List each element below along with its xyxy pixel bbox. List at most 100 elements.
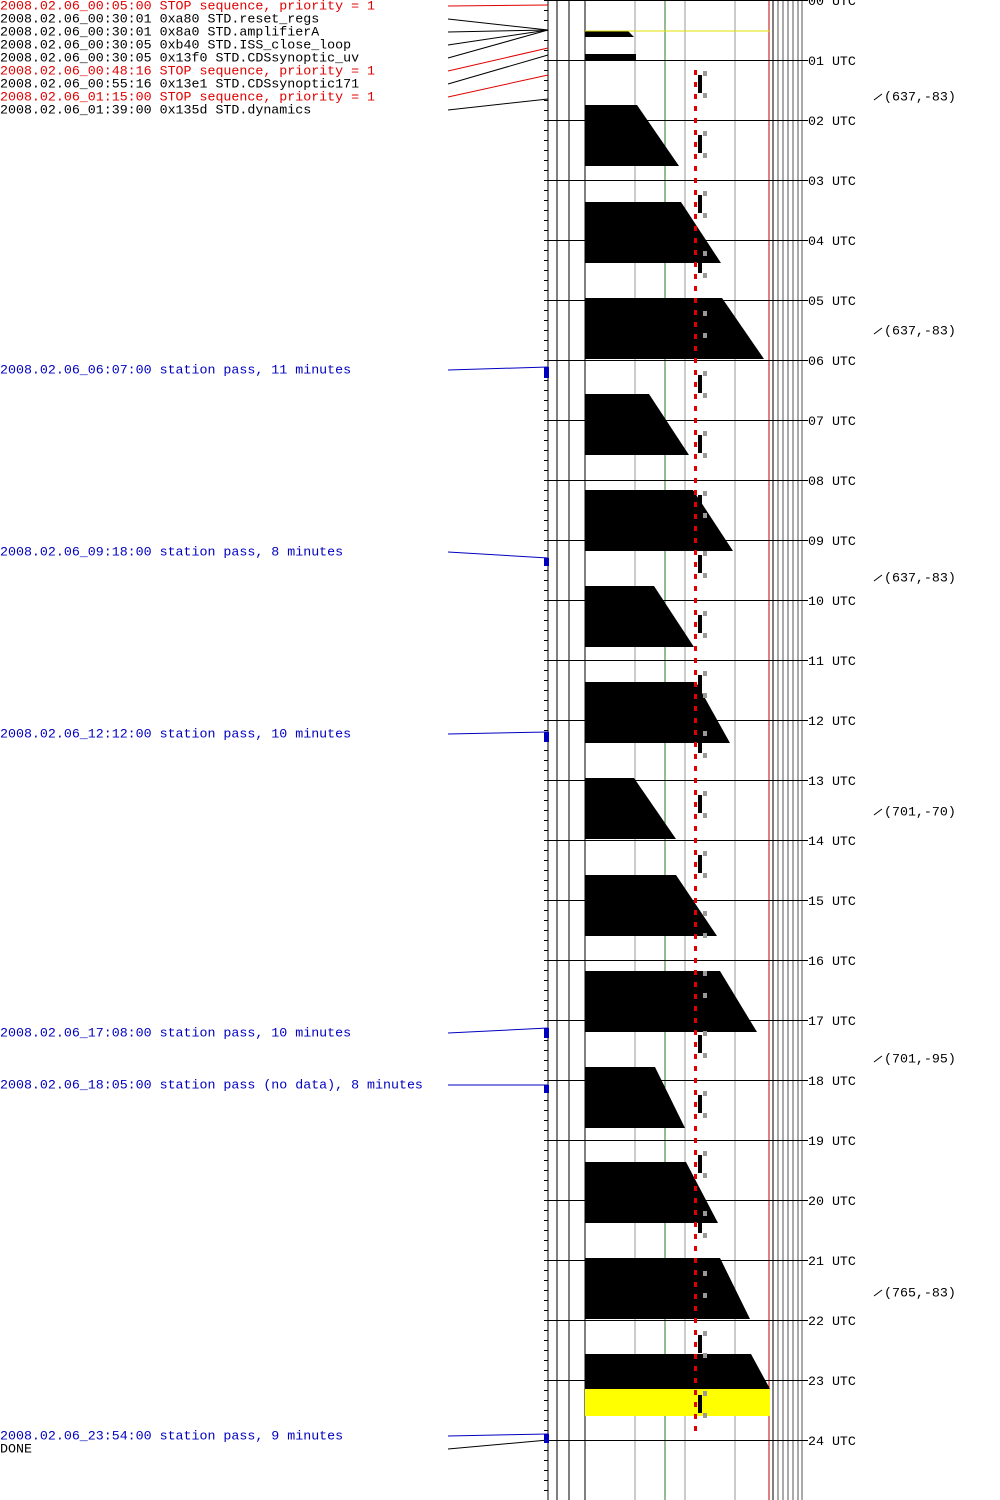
- event-leader: [447, 4, 549, 7]
- red-dash: [694, 730, 697, 735]
- pointing-dot: [703, 911, 707, 916]
- pointing-bar: [698, 615, 702, 633]
- pointing-bar: [698, 915, 702, 933]
- red-dash: [694, 610, 697, 615]
- event-label: 2008.02.06_00:48:16 STOP sequence, prior…: [0, 64, 375, 79]
- activity-block: [585, 1162, 718, 1223]
- event-label: DONE: [0, 1442, 32, 1457]
- pointing-dot: [703, 753, 707, 758]
- red-dash: [694, 94, 697, 99]
- red-dash: [694, 886, 697, 891]
- activity-block: [585, 971, 757, 1032]
- red-dash: [694, 574, 697, 579]
- red-dash: [694, 634, 697, 639]
- red-dash: [694, 1090, 697, 1095]
- pointing-arrow: [873, 574, 883, 582]
- red-dash: [694, 862, 697, 867]
- pointing-dot: [703, 633, 707, 638]
- red-dash: [694, 250, 697, 255]
- hour-label: 23 UTC: [808, 1374, 856, 1389]
- red-dash: [694, 202, 697, 207]
- red-dash: [694, 1054, 697, 1059]
- pointing-dot: [703, 1053, 707, 1058]
- hour-label: 09 UTC: [808, 534, 856, 549]
- hour-label: 17 UTC: [808, 1014, 856, 1029]
- red-dash: [694, 1006, 697, 1011]
- red-dash: [694, 1138, 697, 1143]
- red-dash: [694, 1210, 697, 1215]
- pointing-dot: [703, 1271, 707, 1276]
- red-dash: [694, 682, 697, 687]
- red-dash: [694, 1414, 697, 1419]
- pointing-dot: [703, 251, 707, 256]
- event-leader: [447, 551, 549, 559]
- hour-label: 02 UTC: [808, 114, 856, 129]
- red-dash: [694, 1282, 697, 1287]
- red-dash: [694, 466, 697, 471]
- pointing-bar: [698, 1275, 702, 1293]
- red-dash: [694, 1258, 697, 1263]
- red-dash: [694, 442, 697, 447]
- red-dash: [694, 994, 697, 999]
- red-dash: [694, 454, 697, 459]
- event-leader: [447, 98, 549, 111]
- activity-block: [585, 202, 721, 263]
- pointing-arrow: [873, 808, 883, 816]
- pointing-bar: [698, 555, 702, 573]
- red-dash: [694, 346, 697, 351]
- red-dash: [694, 898, 697, 903]
- pointing-bar: [698, 1035, 702, 1053]
- red-dash: [694, 622, 697, 627]
- event-leader: [447, 29, 549, 46]
- red-dash: [694, 946, 697, 951]
- pointing-dot: [703, 791, 707, 796]
- event-label: 2008.02.06_00:30:01 0xa80 STD.reset_regs: [0, 12, 319, 27]
- red-dash: [694, 1102, 697, 1107]
- pointing-bar: [698, 795, 702, 813]
- pointing-bar: [698, 315, 702, 333]
- pointing-dot: [703, 1173, 707, 1178]
- activity-block: [585, 1258, 750, 1319]
- event-leader: [447, 29, 549, 33]
- event-label: 2008.02.06_01:39:00 0x135d STD.dynamics: [0, 103, 311, 118]
- hour-label: 00 UTC: [808, 0, 856, 9]
- event-label: 2008.02.06_00:30:01 0x8a0 STD.amplifierA: [0, 25, 319, 40]
- red-dash: [694, 1018, 697, 1023]
- pointing-dot: [703, 1113, 707, 1118]
- red-dash: [694, 790, 697, 795]
- red-dash: [694, 154, 697, 159]
- hour-label: 21 UTC: [808, 1254, 856, 1269]
- red-dash: [694, 274, 697, 279]
- red-dash: [694, 1342, 697, 1347]
- pointing-label: (637,-83): [884, 90, 956, 105]
- event-leader: [447, 1027, 549, 1034]
- pointing-dot: [703, 491, 707, 496]
- red-dash: [694, 598, 697, 603]
- hour-label: 07 UTC: [808, 414, 856, 429]
- activity-block: [585, 1067, 685, 1128]
- red-dash: [694, 334, 697, 339]
- red-dash: [694, 70, 697, 75]
- red-dash: [694, 802, 697, 807]
- red-dash: [694, 958, 697, 963]
- activity-block: [585, 778, 676, 839]
- red-dash: [694, 1198, 697, 1203]
- red-dash: [694, 982, 697, 987]
- red-dash: [694, 502, 697, 507]
- red-dash: [694, 322, 697, 327]
- hour-label: 06 UTC: [808, 354, 856, 369]
- pointing-dot: [703, 513, 707, 518]
- pointing-dot: [703, 1293, 707, 1298]
- pointing-dot: [703, 131, 707, 136]
- red-dash: [694, 178, 697, 183]
- hour-label: 04 UTC: [808, 234, 856, 249]
- pointing-dot: [703, 93, 707, 98]
- event-label: 2008.02.06_09:18:00 station pass, 8 minu…: [0, 545, 343, 560]
- red-dash: [694, 394, 697, 399]
- red-dash: [694, 706, 697, 711]
- red-dash: [694, 490, 697, 495]
- red-dash: [694, 1042, 697, 1047]
- red-dash: [694, 838, 697, 843]
- event-label: 2008.02.06_18:05:00 station pass (no dat…: [0, 1078, 423, 1093]
